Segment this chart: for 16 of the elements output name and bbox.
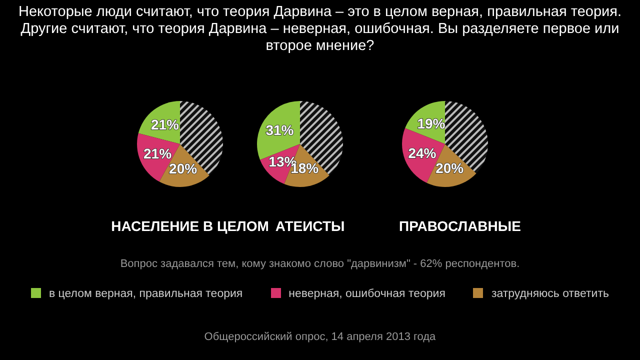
text: Некоторые люди считают, что теория Дарвина – это в целом верная, правильная теория. Другие считают, что теория Дарвина – неверная, ошибочная. Вы разделяете первое или второе мнение? [17, 4, 622, 55]
text: Вопрос задавался тем, кому знакомо слово "дарвинизм" - 62% респондентов. [119, 258, 521, 270]
data-label: 24% [408, 145, 437, 162]
data-label: 20% [436, 160, 464, 176]
data-label: 19% [417, 116, 446, 132]
text: АТЕИСТЫ [275, 218, 345, 234]
data-label: 21% [144, 146, 172, 162]
legend-label: неверная, ошибочная теория [288, 288, 446, 300]
text: ПРАВОСЛАВНЫЕ [399, 218, 521, 234]
legend-label: затрудняюсь ответить [490, 288, 609, 300]
text: НАСЕЛЕНИЕ В ЦЕЛОМ [111, 218, 269, 234]
data-label: 21% [150, 116, 180, 133]
text: Общероссийский опрос, 14 апреля 2013 года [203, 331, 437, 343]
legend-label: в целом верная, правильная теория [48, 288, 243, 300]
data-label: 20% [169, 160, 198, 176]
data-label: 31% [266, 122, 294, 138]
